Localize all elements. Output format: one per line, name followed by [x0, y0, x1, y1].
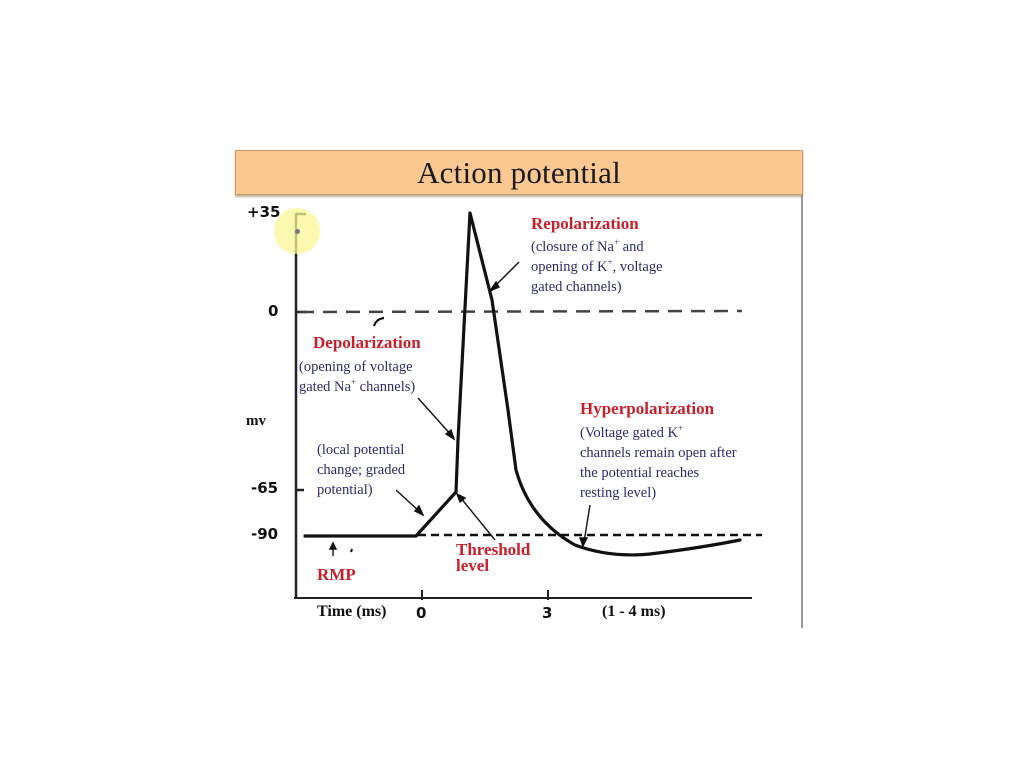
desc-text: gated channels) — [531, 279, 622, 295]
y-tick-label-0: 0 — [268, 302, 279, 320]
threshold-arrow — [459, 496, 496, 541]
x-range-note: (1 - 4 ms) — [602, 603, 666, 620]
superscript: + — [350, 377, 357, 387]
depolarization-description: (opening of voltage gated Na+ channels) — [299, 357, 415, 397]
y-tick-label-neg90: -90 — [251, 525, 279, 543]
depolarization-heading: Depolarization — [313, 333, 421, 352]
desc-text: gated Na — [299, 379, 351, 395]
action-potential-curve — [303, 211, 742, 557]
arrowhead-icon — [413, 504, 425, 517]
arrowhead-icon — [488, 280, 501, 293]
cursor-dot-icon — [295, 229, 300, 234]
desc-text: channels remain open after — [580, 445, 737, 461]
hyperpolarization-heading: Hyperpolarization — [580, 399, 715, 418]
desc-text: (local potential — [317, 442, 405, 458]
desc-text: and — [619, 239, 644, 255]
hyperpolarization-description: (Voltage gated K+ channels remain open a… — [580, 423, 737, 503]
local-potential-arrow — [395, 489, 421, 513]
desc-text: change; graded — [317, 462, 406, 478]
threshold-text: level — [456, 556, 490, 575]
y-axis-label: mv — [246, 413, 266, 429]
threshold-label: Threshold level — [456, 540, 531, 575]
superscript: + — [607, 257, 613, 267]
hyperpolarization-arrow — [583, 504, 591, 543]
superscript: + — [677, 423, 684, 433]
desc-text: potential) — [317, 482, 373, 498]
desc-text: opening of K — [531, 259, 608, 275]
arrowhead-icon — [444, 428, 456, 441]
arrowhead-icon — [578, 537, 589, 548]
arrowhead-icon — [455, 492, 467, 504]
stray-mark — [372, 316, 385, 327]
repolarization-description: (closure of Na+ and opening of K+, volta… — [531, 237, 663, 297]
x-tick-label-3: 3 — [542, 604, 553, 622]
desc-text: (Voltage gated K — [580, 425, 678, 441]
diagram-title: Action potential — [417, 154, 621, 190]
desc-text: the potential reaches — [580, 465, 700, 481]
x-tick-label-0: 0 — [416, 604, 427, 622]
title-banner: Action potential — [235, 150, 803, 195]
desc-text: resting level) — [580, 485, 657, 501]
depolarization-arrow — [417, 397, 453, 437]
frame-right-border — [801, 194, 803, 628]
arrowhead-icon — [328, 541, 338, 550]
stray-mark — [350, 548, 353, 553]
x-axis-label: Time (ms) — [317, 603, 387, 620]
y-tick-label-35: +35 — [247, 203, 281, 221]
local-potential-description: (local potential change; graded potentia… — [317, 440, 405, 500]
desc-text: (opening of voltage — [299, 359, 413, 375]
desc-text: channels) — [356, 379, 416, 395]
diagram-frame — [236, 195, 802, 627]
desc-text: (closure of Na — [531, 239, 614, 255]
threshold-text: Threshold — [456, 540, 531, 559]
y-tick-label-neg65: -65 — [251, 479, 279, 497]
desc-text: , voltage — [612, 259, 663, 275]
superscript: + — [613, 237, 620, 247]
repolarization-heading: Repolarization — [531, 214, 639, 233]
rmp-label: RMP — [317, 565, 356, 584]
zero-mv-dashed-line — [299, 309, 743, 314]
annotation-arrows — [328, 261, 591, 556]
